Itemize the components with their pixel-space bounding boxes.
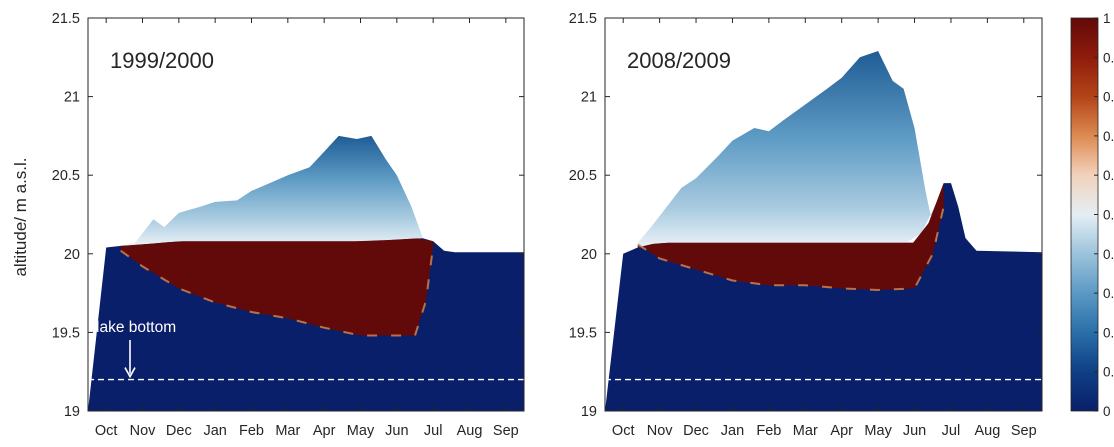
colorbar: 0 0.1 0.2 0.3 0.4 0.5 0.6 0.7 0.8 0.9 1 bbox=[1070, 11, 1114, 419]
colorbar-tick-label: 0.3 bbox=[1103, 286, 1114, 301]
y-tick-label: 21.5 bbox=[52, 11, 80, 27]
colorbar-tick-label: 0.8 bbox=[1103, 90, 1114, 105]
y-tick-label: 19 bbox=[64, 404, 80, 420]
ice-layer bbox=[120, 238, 434, 336]
snow-layer bbox=[120, 135, 423, 246]
panel-2: 19 19.5 20 20.5 21 21.5 Oct Nov Dec Jan Feb Mar Apr M… bbox=[569, 11, 1043, 439]
x-tick-label: Nov bbox=[647, 423, 674, 439]
x-tick-label: Sep bbox=[493, 423, 519, 439]
snow-layer bbox=[637, 51, 937, 248]
x-tick-label: Aug bbox=[974, 423, 1000, 439]
plot-frame bbox=[87, 17, 525, 412]
x-tick-label: Jul bbox=[942, 423, 961, 439]
colorbar-tick-label: 0.9 bbox=[1103, 50, 1114, 65]
annotation-arrowhead bbox=[124, 367, 136, 379]
y-axis-label: altitude/ m a.s.l. bbox=[11, 157, 30, 276]
ice-bottom-transition bbox=[637, 206, 945, 292]
x-tick-label: May bbox=[864, 423, 892, 439]
x-tick-label: Dec bbox=[166, 423, 192, 439]
colorbar-tick-label: 0 bbox=[1103, 404, 1111, 419]
plot-area bbox=[88, 135, 524, 411]
x-tick-label: Sep bbox=[1011, 423, 1037, 439]
y-tick-label: 20 bbox=[581, 247, 597, 263]
x-tick-label: Jan bbox=[721, 423, 744, 439]
annotation-label: lake bottom bbox=[96, 319, 176, 336]
x-tick-label: Apr bbox=[313, 423, 336, 439]
x-tick-label: Feb bbox=[239, 423, 264, 439]
y-tick-label: 19.5 bbox=[52, 325, 80, 341]
plot-frame bbox=[604, 17, 1043, 412]
x-tick-label: Nov bbox=[130, 423, 157, 439]
x-tick-label: Mar bbox=[793, 423, 818, 439]
colorbar-tick-label: 0.5 bbox=[1103, 208, 1114, 223]
colorbar-tick-label: 0.4 bbox=[1103, 247, 1114, 262]
plot-area bbox=[605, 51, 1042, 411]
x-tick-label: Oct bbox=[612, 423, 635, 439]
y-tick-label: 20.5 bbox=[569, 168, 597, 184]
x-tick-label: Jul bbox=[424, 423, 443, 439]
x-tick-label: Mar bbox=[275, 423, 300, 439]
panel-1: 19 19.5 20 20.5 21 21.5 Oct Nov Dec Jan Feb Mar Apr M… bbox=[52, 11, 525, 439]
colorbar-tick-label: 0.7 bbox=[1103, 129, 1114, 144]
colorbar-bar bbox=[1070, 17, 1099, 412]
x-tick-label: Apr bbox=[830, 423, 853, 439]
colorbar-tick-label: 0.2 bbox=[1103, 325, 1114, 340]
x-tick-label: Aug bbox=[457, 423, 483, 439]
y-tick-label: 21 bbox=[581, 90, 597, 106]
y-tick-label: 21 bbox=[64, 90, 80, 106]
panel-title: 2008/2009 bbox=[627, 48, 731, 73]
x-tick-label: Jun bbox=[903, 423, 926, 439]
x-tick-label: Feb bbox=[756, 423, 781, 439]
x-tick-label: Oct bbox=[95, 423, 118, 439]
ice-layer bbox=[637, 183, 944, 290]
y-tick-label: 20.5 bbox=[52, 168, 80, 184]
y-tick-label: 21.5 bbox=[569, 11, 597, 27]
colorbar-tick-label: 1 bbox=[1103, 11, 1111, 26]
panels: 19 19.5 20 20.5 21 21.5 Oct Nov Dec Jan Feb Mar Apr M… bbox=[52, 11, 1043, 439]
x-tick-label: Jan bbox=[203, 423, 226, 439]
x-tick-label: May bbox=[347, 423, 375, 439]
y-tick-label: 19.5 bbox=[569, 325, 597, 341]
y-tick-label: 19 bbox=[581, 404, 597, 420]
panel-title: 1999/2000 bbox=[110, 48, 214, 73]
x-tick-label: Dec bbox=[683, 423, 709, 439]
colorbar-tick-label: 0.6 bbox=[1103, 168, 1114, 183]
x-tick-label: Jun bbox=[385, 423, 408, 439]
ice-bottom-transition bbox=[120, 245, 435, 337]
colorbar-tick-label: 0.1 bbox=[1103, 365, 1114, 380]
y-tick-label: 20 bbox=[64, 247, 80, 263]
